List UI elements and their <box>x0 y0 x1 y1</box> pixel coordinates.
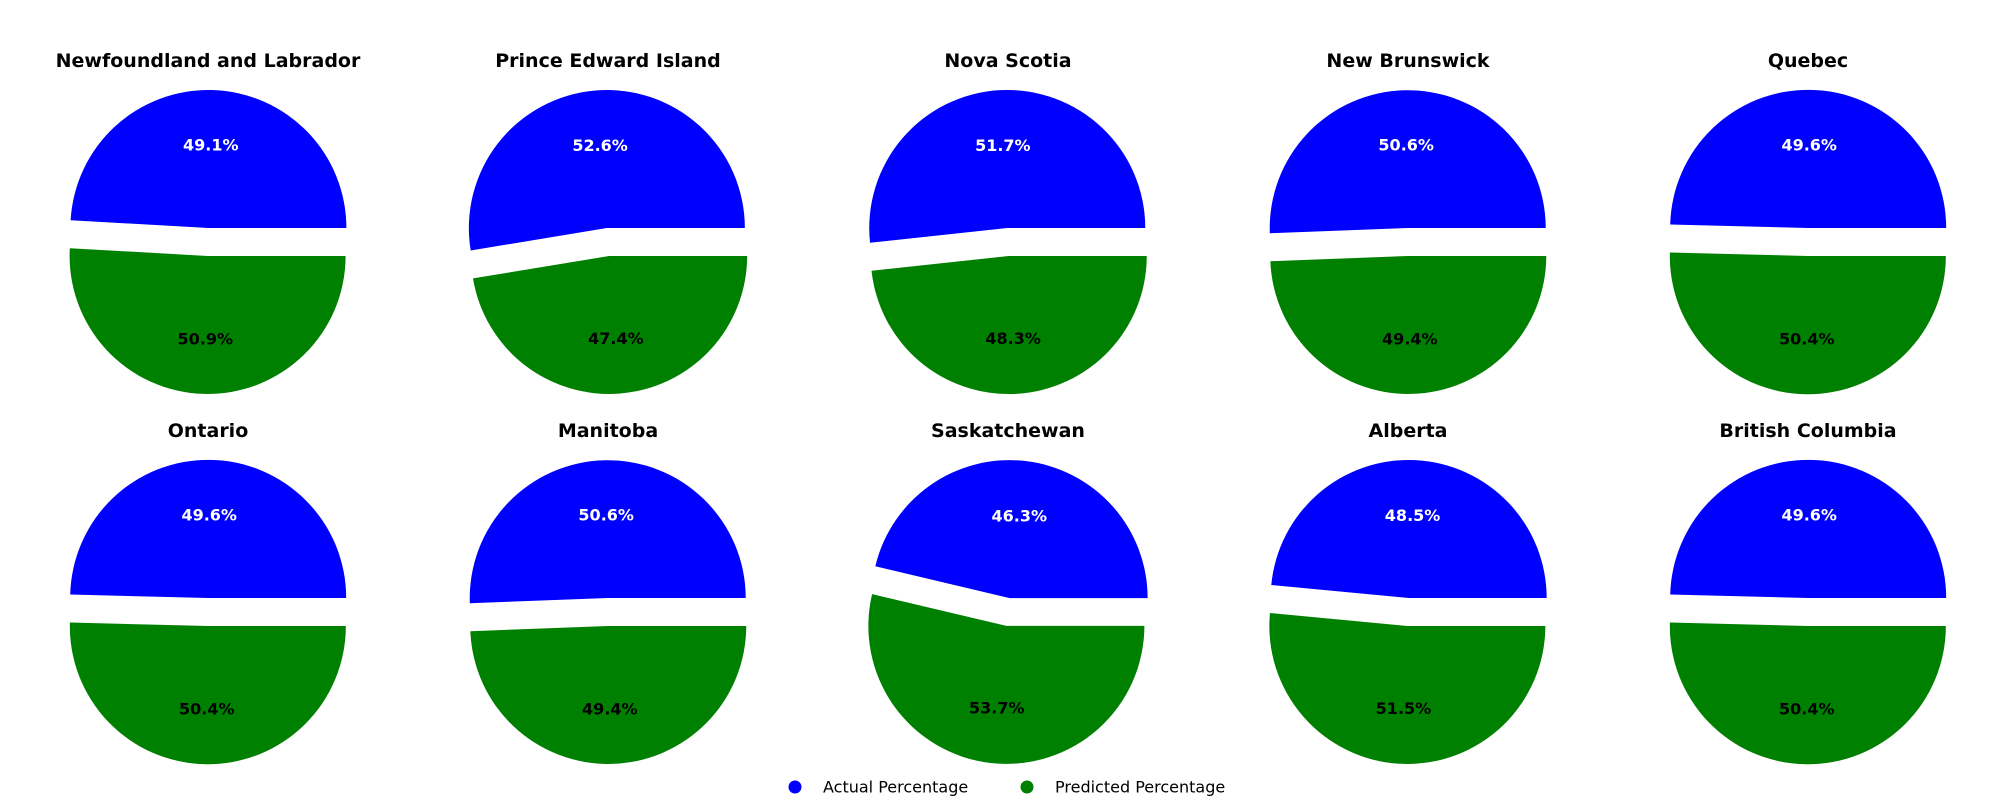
chart-title: Alberta <box>1369 420 1448 442</box>
data-label-predicted: 49.4% <box>1382 329 1438 348</box>
data-label-actual: 49.1% <box>183 136 239 155</box>
data-label-predicted: 48.3% <box>985 329 1041 348</box>
legend-marker <box>788 780 802 794</box>
slice-actual <box>1670 89 1947 228</box>
slice-actual <box>468 90 745 251</box>
chart-title: Prince Edward Island <box>495 50 720 72</box>
chart-title: Quebec <box>1768 50 1848 72</box>
data-label-actual: 46.3% <box>991 506 1047 525</box>
data-label-actual: 49.6% <box>1781 136 1837 155</box>
slice-predicted <box>69 622 346 765</box>
slice-predicted <box>1270 256 1547 394</box>
chart-title: New Brunswick <box>1326 50 1489 72</box>
legend-label: Predicted Percentage <box>1055 778 1225 797</box>
data-label-predicted: 53.7% <box>969 699 1025 718</box>
data-label-actual: 48.5% <box>1385 506 1441 525</box>
chart-title: Newfoundland and Labrador <box>56 50 361 72</box>
slice-actual <box>1670 459 1947 598</box>
pie-manitoba: Manitoba 50.6% 49.4% <box>469 420 747 764</box>
data-label-actual: 49.6% <box>181 506 237 525</box>
slice-actual <box>1269 90 1546 234</box>
slice-predicted <box>470 626 747 764</box>
pie-quebec: Quebec 49.6% 50.4% <box>1669 50 1947 395</box>
slice-actual <box>1271 459 1547 599</box>
data-label-predicted: 50.4% <box>179 699 235 718</box>
data-label-predicted: 47.4% <box>588 329 644 348</box>
pie-new-brunswick: New Brunswick 50.6% 49.4% <box>1269 50 1547 394</box>
slice-actual <box>469 460 746 604</box>
pie-british-columbia: British Columbia 49.6% 50.4% <box>1669 420 1947 765</box>
slice-predicted <box>1669 252 1946 395</box>
data-label-predicted: 51.5% <box>1376 699 1432 718</box>
legend-item-predicted-percentage: Predicted Percentage <box>1020 778 1225 797</box>
legend-marker <box>1020 780 1034 794</box>
legend-item-actual-percentage: Actual Percentage <box>788 778 968 797</box>
pie-nova-scotia: Nova Scotia 51.7% 48.3% <box>869 50 1147 395</box>
pie-alberta: Alberta 48.5% 51.5% <box>1269 420 1547 764</box>
data-label-actual: 50.6% <box>578 506 634 525</box>
pie-saskatchewan: Saskatchewan 46.3% 53.7% <box>868 420 1148 764</box>
chart-title: Ontario <box>168 420 249 442</box>
data-label-predicted: 50.4% <box>1779 329 1835 348</box>
slice-actual <box>70 89 347 229</box>
slice-predicted <box>69 248 346 394</box>
slice-actual <box>875 460 1148 599</box>
legend: Actual Percentage Predicted Percentage <box>788 778 1225 797</box>
slice-predicted <box>868 594 1145 764</box>
chart-title: Saskatchewan <box>931 420 1085 442</box>
slice-actual <box>869 89 1146 243</box>
data-label-actual: 52.6% <box>572 136 628 155</box>
slice-predicted <box>1269 613 1546 764</box>
pie-ontario: Ontario 49.6% 50.4% <box>69 420 347 765</box>
data-label-predicted: 49.4% <box>582 699 638 718</box>
slice-predicted <box>871 255 1147 395</box>
legend-label: Actual Percentage <box>823 778 968 797</box>
data-label-predicted: 50.4% <box>1779 699 1835 718</box>
slice-actual <box>70 459 347 598</box>
chart-title: Manitoba <box>558 420 658 442</box>
chart-title: British Columbia <box>1719 420 1896 442</box>
data-label-actual: 51.7% <box>975 136 1031 155</box>
slice-predicted <box>472 255 748 394</box>
slice-predicted <box>1669 622 1946 765</box>
pie-newfoundland-and-labrador: Newfoundland and Labrador 49.1% 50.9% <box>56 50 361 394</box>
data-label-predicted: 50.9% <box>178 329 234 348</box>
data-label-actual: 49.6% <box>1781 506 1837 525</box>
pie-prince-edward-island: Prince Edward Island 52.6% 47.4% <box>468 50 748 394</box>
data-label-actual: 50.6% <box>1378 136 1434 155</box>
chart-title: Nova Scotia <box>944 50 1071 72</box>
